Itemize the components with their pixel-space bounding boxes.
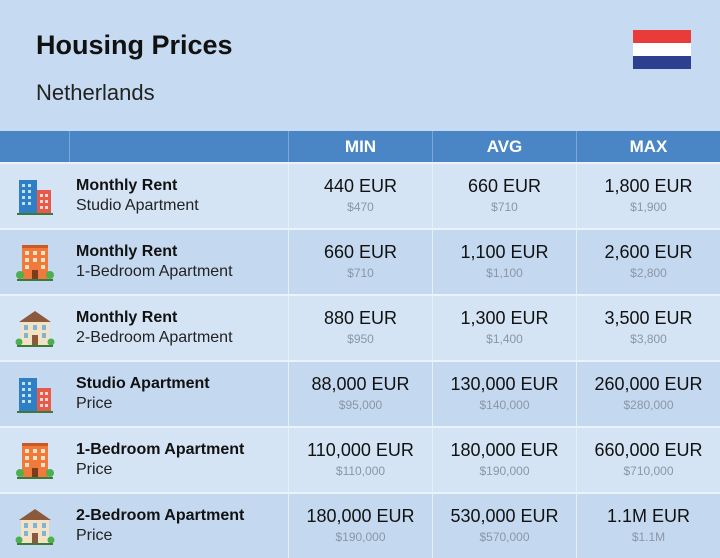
max-value-cell: 1,800 EUR $1,900 [577, 164, 720, 228]
avg-usd: $1,100 [486, 266, 523, 280]
avg-value-cell: 1,300 EUR $1,400 [433, 296, 577, 360]
avg-eur: 660 EUR [467, 176, 542, 196]
beige-house-icon [0, 296, 70, 360]
row-sublabel: Studio Apartment [76, 197, 199, 214]
row-label: Monthly Rent [76, 177, 178, 194]
row-label: Monthly Rent [76, 243, 178, 260]
table-row: Monthly Rent 1-Bedroom Apartment 660 EUR… [0, 228, 720, 294]
max-value-cell: 260,000 EUR $280,000 [577, 362, 720, 426]
max-value-cell: 1.1M EUR $1.1M [577, 494, 720, 558]
max-usd: $710,000 [623, 464, 674, 478]
min-value-cell: 660 EUR $710 [289, 230, 433, 294]
orange-building-icon [0, 230, 70, 294]
column-header-min: MIN [289, 131, 433, 162]
min-usd: $710 [347, 266, 374, 280]
avg-value-cell: 180,000 EUR $190,000 [433, 428, 577, 492]
blue-building-icon [0, 164, 70, 228]
min-value-cell: 880 EUR $950 [289, 296, 433, 360]
min-eur: 180,000 EUR [306, 506, 415, 526]
max-eur: 1,800 EUR [604, 176, 693, 196]
flag-stripe-white [633, 43, 691, 56]
beige-house-icon [0, 494, 70, 558]
avg-eur: 180,000 EUR [450, 440, 559, 460]
min-value-cell: 180,000 EUR $190,000 [289, 494, 433, 558]
page-title: Housing Prices [36, 30, 233, 60]
header-icon-spacer [0, 131, 70, 162]
max-usd: $1,900 [630, 200, 667, 214]
min-value-cell: 88,000 EUR $95,000 [289, 362, 433, 426]
avg-usd: $1,400 [486, 332, 523, 346]
avg-eur: 530,000 EUR [450, 506, 559, 526]
min-usd: $110,000 [335, 464, 386, 478]
max-value-cell: 2,600 EUR $2,800 [577, 230, 720, 294]
min-eur: 88,000 EUR [311, 374, 410, 394]
min-usd: $470 [347, 200, 374, 214]
header-label-spacer [70, 131, 289, 162]
avg-value-cell: 530,000 EUR $570,000 [433, 494, 577, 558]
orange-building-icon [0, 428, 70, 492]
avg-usd: $710 [491, 200, 518, 214]
blue-building-icon [0, 362, 70, 426]
min-eur: 660 EUR [323, 242, 398, 262]
max-eur: 260,000 EUR [594, 374, 703, 394]
min-usd: $950 [347, 332, 374, 346]
row-label: Monthly Rent [76, 309, 178, 326]
table-body: Monthly Rent Studio Apartment 440 EUR $4… [0, 162, 720, 558]
max-usd: $280,000 [623, 398, 674, 412]
min-value-cell: 440 EUR $470 [289, 164, 433, 228]
max-eur: 660,000 EUR [594, 440, 703, 460]
min-value-cell: 110,000 EUR $110,000 [289, 428, 433, 492]
max-eur: 2,600 EUR [604, 242, 693, 262]
row-label: 1-Bedroom Apartment [76, 441, 245, 458]
table-row: Monthly Rent Studio Apartment 440 EUR $4… [0, 162, 720, 228]
min-eur: 110,000 EUR [307, 440, 414, 460]
avg-value-cell: 130,000 EUR $140,000 [433, 362, 577, 426]
avg-value-cell: 1,100 EUR $1,100 [433, 230, 577, 294]
max-value-cell: 3,500 EUR $3,800 [577, 296, 720, 360]
column-header-avg: AVG [433, 131, 577, 162]
avg-usd: $190,000 [479, 464, 530, 478]
row-sublabel: 2-Bedroom Apartment [76, 329, 233, 346]
max-usd: $3,800 [630, 332, 667, 346]
row-sublabel: Price [76, 461, 113, 478]
row-sublabel: 1-Bedroom Apartment [76, 263, 233, 280]
avg-eur: 1,300 EUR [460, 308, 549, 328]
flag-stripe-blue [633, 56, 691, 69]
max-usd: $1.1M [631, 530, 666, 544]
max-usd: $2,800 [630, 266, 667, 280]
row-label: 2-Bedroom Apartment [76, 507, 245, 524]
min-eur: 880 EUR [323, 308, 398, 328]
table-row: 2-Bedroom Apartment Price 180,000 EUR $1… [0, 492, 720, 558]
table-row: Monthly Rent 2-Bedroom Apartment 880 EUR… [0, 294, 720, 360]
avg-usd: $140,000 [479, 398, 530, 412]
row-label: Studio Apartment [76, 375, 210, 392]
row-sublabel: Price [76, 395, 113, 412]
min-usd: $95,000 [338, 398, 383, 412]
column-header-max: MAX [629, 136, 668, 156]
max-eur: 3,500 EUR [604, 308, 693, 328]
max-value-cell: 660,000 EUR $710,000 [577, 428, 720, 492]
country-subtitle: Netherlands [36, 80, 155, 105]
max-eur: 1.1M EUR [606, 506, 691, 526]
row-sublabel: Price [76, 527, 113, 544]
avg-value-cell: 660 EUR $710 [433, 164, 577, 228]
avg-usd: $570,000 [479, 530, 530, 544]
avg-eur: 1,100 EUR [460, 242, 549, 262]
min-eur: 440 EUR [323, 176, 398, 196]
min-usd: $190,000 [335, 530, 386, 544]
netherlands-flag-icon [633, 30, 691, 69]
header: Housing Prices Netherlands [0, 0, 720, 131]
avg-eur: 130,000 EUR [450, 374, 559, 394]
table-row: 1-Bedroom Apartment Price 110,000 EUR $1… [0, 426, 720, 492]
table-header: MIN AVG MAX [0, 131, 720, 162]
table-row: Studio Apartment Price 88,000 EUR $95,00… [0, 360, 720, 426]
flag-stripe-red [633, 30, 691, 43]
